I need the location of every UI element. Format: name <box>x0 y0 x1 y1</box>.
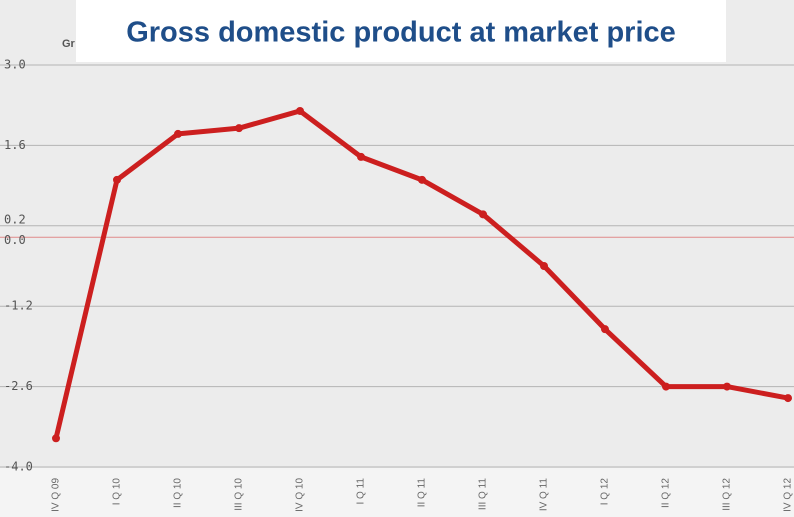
x-tick-label: II Q 11 <box>417 478 428 508</box>
point <box>235 124 243 133</box>
point <box>296 106 304 115</box>
point <box>113 175 121 184</box>
point <box>52 434 60 443</box>
point <box>784 394 792 403</box>
x-tick-label: III Q 12 <box>722 478 733 511</box>
y-tick-label: -1.2 <box>4 299 33 313</box>
y-tick-label: 1.6 <box>4 138 26 152</box>
y-tick-label: 3.0 <box>4 58 26 72</box>
subtitle: Gr <box>62 38 76 50</box>
point <box>662 382 670 391</box>
x-axis-band <box>0 468 794 517</box>
chart-title: Gross domestic product at market price <box>126 17 676 49</box>
point <box>174 129 182 138</box>
x-tick-label: I Q 10 <box>112 478 123 506</box>
title-box <box>76 0 726 62</box>
x-tick-label: I Q 11 <box>356 478 367 505</box>
point <box>540 262 548 270</box>
point <box>479 210 487 219</box>
x-tick-label: II Q 12 <box>661 478 672 508</box>
x-tick-label: IV Q 09 <box>51 478 62 512</box>
x-tick-label: IV Q 11 <box>539 478 550 512</box>
x-tick-label: II Q 10 <box>173 478 184 508</box>
x-tick-label: I Q 12 <box>600 478 611 506</box>
point <box>357 152 365 161</box>
point <box>723 382 731 391</box>
y-tick-label: 0.0 <box>4 233 26 247</box>
x-tick-label: III Q 10 <box>234 478 245 511</box>
x-tick-label: III Q 11 <box>478 478 489 510</box>
x-tick-label: IV Q 12 <box>783 478 794 512</box>
x-tick-label: IV Q 10 <box>295 478 306 512</box>
y-tick-label: -4.0 <box>4 460 33 474</box>
point <box>418 175 426 184</box>
y-tick-label: -2.6 <box>4 379 33 393</box>
y-tick-label: 0.2 <box>4 212 26 226</box>
point <box>601 325 609 334</box>
